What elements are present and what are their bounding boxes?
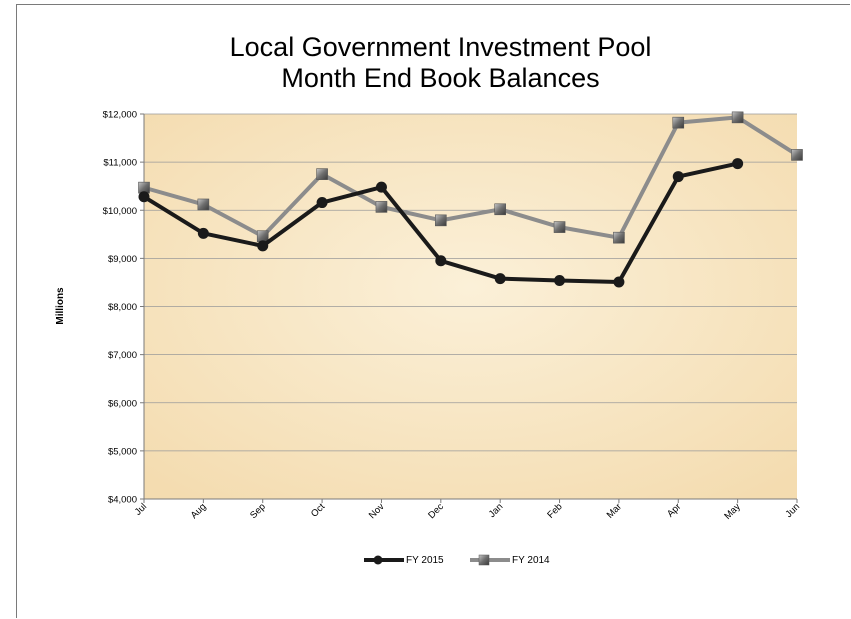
data-point	[197, 227, 209, 239]
data-point	[494, 203, 506, 216]
y-axis-label: Millions	[55, 287, 66, 325]
data-point	[672, 116, 685, 129]
y-tick-label: $8,000	[108, 302, 137, 313]
legend-item-fy2015: FY 2015	[364, 554, 444, 566]
data-point	[613, 231, 625, 244]
legend-label: FY 2015	[406, 554, 444, 566]
x-tick-label: Apr	[665, 501, 683, 519]
data-point	[316, 168, 328, 180]
data-point	[672, 171, 684, 183]
data-point	[494, 273, 506, 285]
data-point	[554, 275, 566, 287]
data-point	[138, 191, 150, 203]
y-tick-label: $4,000	[108, 495, 137, 506]
data-point	[731, 111, 744, 124]
x-tick-label: May	[722, 501, 743, 522]
data-point	[732, 158, 744, 170]
x-tick-label: Nov	[367, 501, 387, 521]
y-tick-label: $5,000	[108, 446, 137, 457]
x-tick-label: Sep	[248, 501, 268, 521]
data-point	[197, 198, 210, 211]
x-tick-label: Feb	[545, 501, 564, 520]
chart-subtitle: Month End Book Balances	[281, 63, 600, 93]
y-tick-label: $6,000	[108, 398, 137, 409]
chart-title: Local Government Investment Pool	[229, 32, 652, 62]
x-tick-label: Dec	[426, 501, 446, 521]
y-tick-label: $7,000	[108, 350, 137, 361]
x-tick-label: Mar	[605, 501, 624, 520]
data-point	[375, 201, 388, 213]
data-point	[435, 214, 447, 227]
data-point	[613, 276, 625, 288]
data-point	[257, 240, 269, 252]
chart-frame	[16, 4, 850, 618]
data-point	[256, 230, 269, 243]
data-point	[316, 197, 328, 209]
x-tick-label: Aug	[189, 501, 209, 521]
legend-line-circle-icon	[364, 555, 404, 565]
y-tick-label: $12,000	[103, 110, 137, 121]
series-line	[143, 115, 799, 240]
data-point	[435, 255, 447, 267]
x-tick-label: Jan	[487, 501, 506, 520]
chart-title-block: Local Government Investment Pool Month E…	[0, 32, 851, 94]
data-point	[553, 221, 566, 233]
x-tick-label: Oct	[309, 501, 327, 519]
legend-label: FY 2014	[512, 554, 550, 566]
data-point	[375, 181, 387, 193]
y-tick-label: $9,000	[108, 254, 137, 265]
y-tick-label: $11,000	[103, 158, 137, 169]
legend-line-square-icon	[470, 554, 510, 566]
x-tick-label: Jun	[784, 501, 803, 520]
data-point	[791, 149, 803, 161]
y-tick-label: $10,000	[103, 206, 137, 217]
legend-item-fy2014: FY 2014	[470, 554, 550, 566]
